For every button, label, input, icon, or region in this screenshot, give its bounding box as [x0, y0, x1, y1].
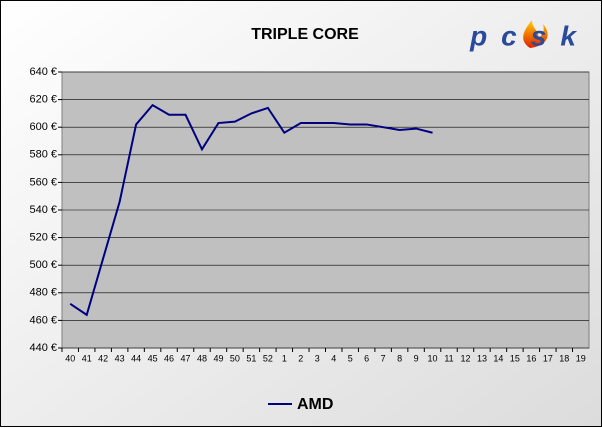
y-tick-label: 520 €	[29, 232, 57, 244]
x-tick-label: 2	[298, 353, 303, 363]
x-tick-label: 1	[282, 353, 287, 363]
x-tick-label: 52	[263, 353, 273, 363]
y-tick-label: 560 €	[29, 176, 57, 188]
x-tick-label: 47	[181, 353, 191, 363]
x-tick-label: 40	[65, 353, 75, 363]
x-tick-label: 15	[510, 353, 520, 363]
x-tick-label: 7	[381, 353, 386, 363]
x-tick-label: 50	[230, 353, 240, 363]
y-tick-label: 580 €	[29, 149, 57, 161]
x-tick-label: 13	[477, 353, 487, 363]
y-tick-label: 620 €	[29, 94, 57, 106]
y-tick-label: 600 €	[29, 121, 57, 133]
x-tick-label: 51	[246, 353, 256, 363]
x-tick-label: 14	[493, 353, 503, 363]
y-tick-label: 500 €	[29, 259, 57, 271]
x-tick-label: 9	[414, 353, 419, 363]
y-tick-label: 640 €	[29, 66, 57, 78]
x-tick-label: 44	[131, 353, 141, 363]
y-tick-label: 480 €	[29, 287, 57, 299]
x-tick-label: 8	[397, 353, 402, 363]
x-tick-label: 46	[164, 353, 174, 363]
x-tick-label: 48	[197, 353, 207, 363]
chart-title: TRIPLE CORE	[251, 26, 359, 43]
y-tick-label: 440 €	[29, 342, 57, 354]
x-tick-label: 18	[559, 353, 569, 363]
x-tick-label: 10	[428, 353, 438, 363]
x-tick-label: 3	[315, 353, 320, 363]
logo: pcsk	[469, 20, 590, 51]
x-tick-label: 45	[148, 353, 158, 363]
x-tick-label: 5	[348, 353, 353, 363]
y-tick-label: 460 €	[29, 314, 57, 326]
logo-flame	[523, 20, 548, 48]
x-tick-label: 6	[364, 353, 369, 363]
x-tick-label: 4	[331, 353, 336, 363]
x-tick-label: 49	[213, 353, 223, 363]
x-tick-label: 41	[82, 353, 92, 363]
x-tick-label: 17	[543, 353, 553, 363]
y-tick-label: 540 €	[29, 204, 57, 216]
x-tick-label: 11	[444, 353, 453, 363]
x-tick-label: 16	[526, 353, 536, 363]
legend-label: AMD	[297, 396, 333, 413]
x-tick-label: 42	[98, 353, 108, 363]
series-line	[69, 103, 433, 317]
x-tick-label: 19	[576, 353, 586, 363]
x-tick-label: 12	[460, 353, 470, 363]
x-tick-label: 43	[115, 353, 125, 363]
